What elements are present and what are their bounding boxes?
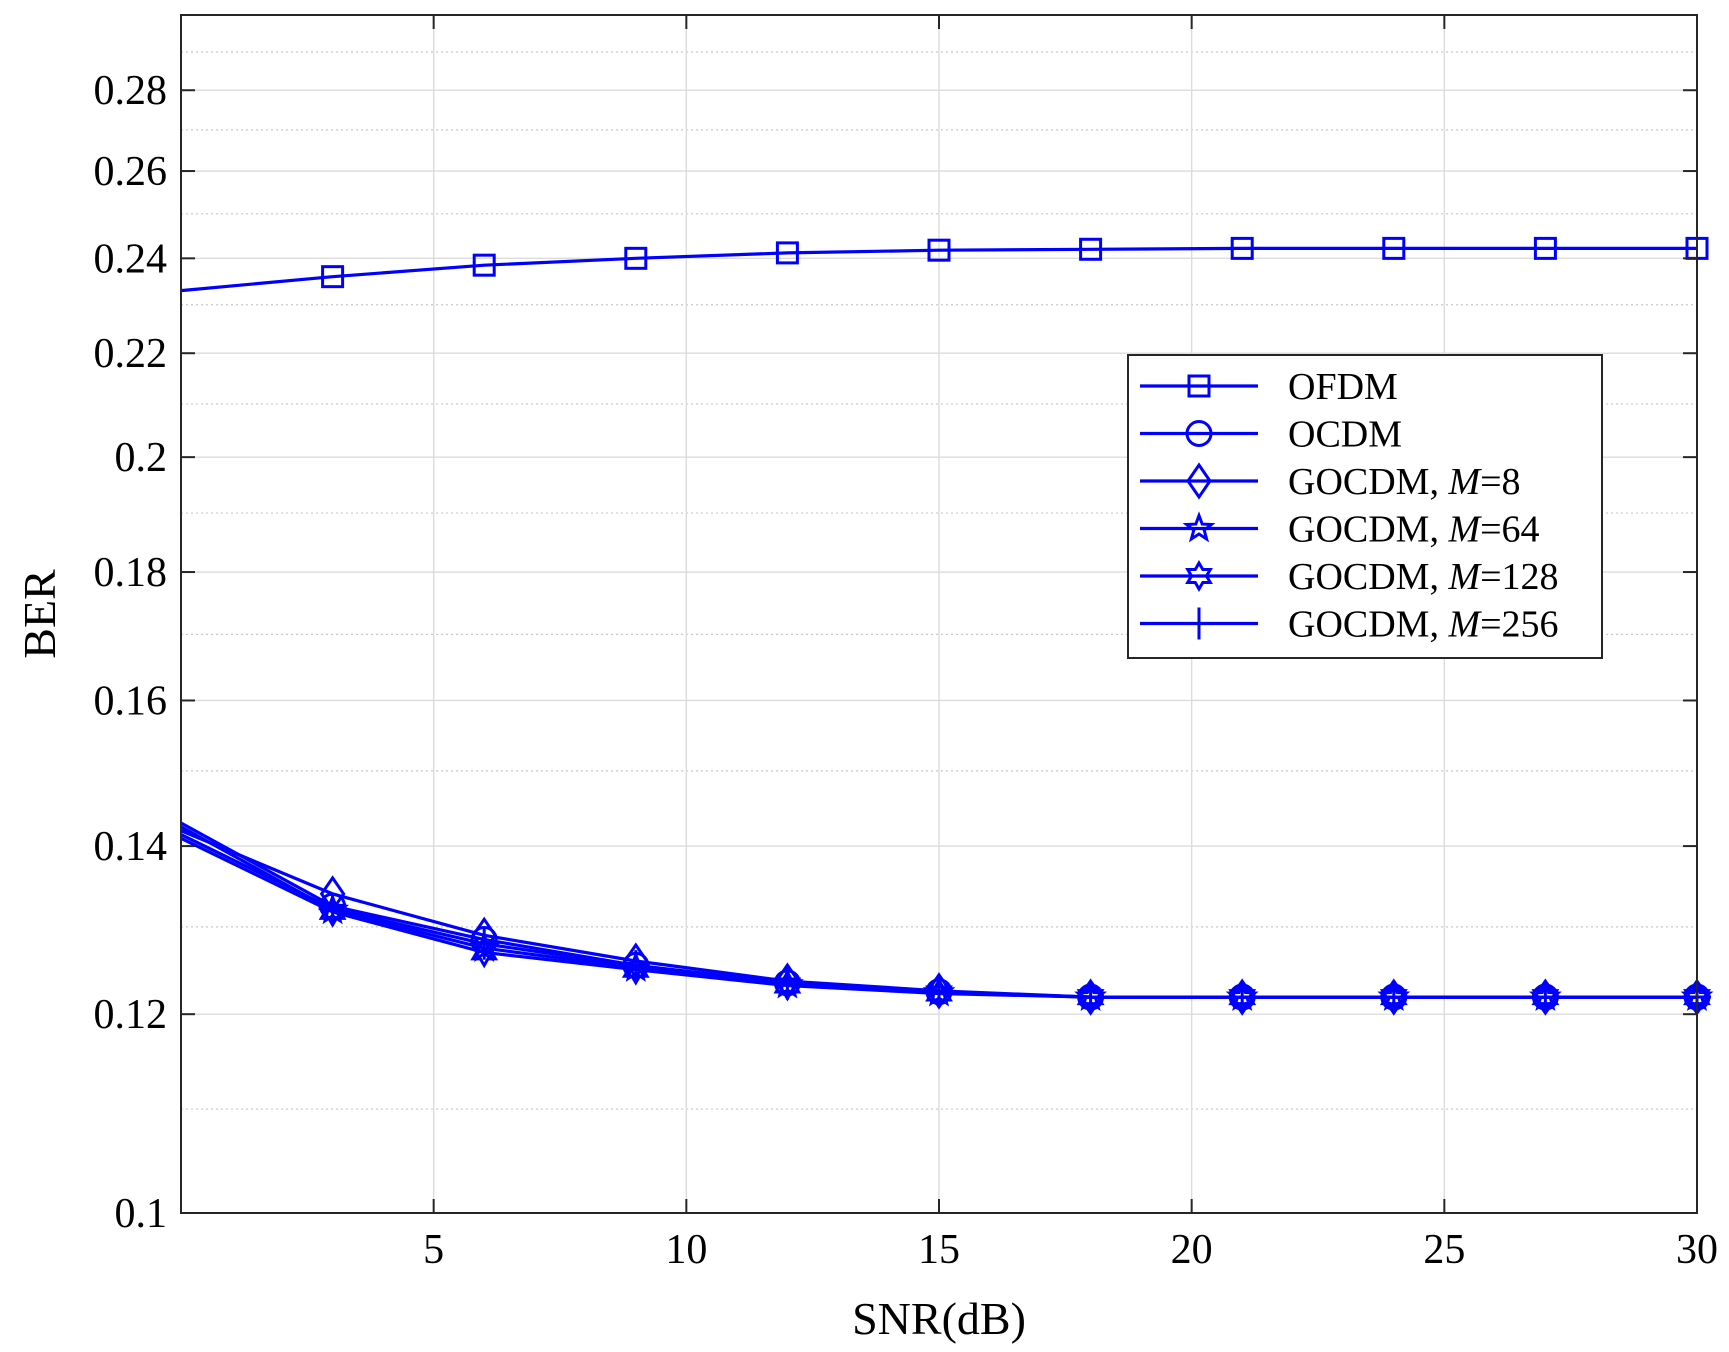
series-line-square — [180, 246, 1697, 293]
x-tick-label: 25 — [1423, 1227, 1465, 1273]
data-point-plus — [470, 927, 499, 960]
data-point-plus — [925, 975, 953, 1008]
legend-marker-square — [1187, 374, 1211, 398]
y-tick-label: 0.14 — [94, 824, 168, 870]
y-tick-label: 0.2 — [115, 435, 168, 481]
y-tick-label: 0.16 — [94, 678, 168, 724]
legend-label-star: GOCDM, M=64 — [1288, 509, 1540, 551]
y-tick-label: 0.12 — [94, 992, 168, 1038]
y-axis-title: BER — [14, 569, 65, 659]
legend-label-diamond: GOCDM, M=8 — [1288, 461, 1521, 503]
data-point-plus — [621, 950, 650, 983]
y-tick-label: 0.24 — [94, 236, 168, 282]
legend-label-hexagram: GOCDM, M=128 — [1288, 556, 1559, 598]
legend-marker-circle — [1185, 420, 1213, 447]
data-point-plus — [773, 967, 802, 1000]
y-tick-label: 0.1 — [115, 1191, 168, 1237]
legend-box — [1127, 354, 1603, 659]
data-point-square — [472, 253, 496, 277]
data-point-plus — [1531, 981, 1560, 1014]
data-point-hexagram — [318, 895, 347, 928]
y-tick-label: 0.22 — [94, 331, 168, 377]
y-tick-label: 0.18 — [94, 550, 168, 596]
data-point-plus — [318, 892, 347, 925]
x-tick-label: 20 — [1171, 1227, 1213, 1273]
data-point-square — [775, 241, 799, 265]
legend-marker-star — [1182, 511, 1216, 543]
legend-label-plus: GOCDM, M=256 — [1288, 604, 1559, 646]
data-point-square — [1382, 236, 1406, 260]
data-point-plus — [1076, 981, 1105, 1014]
x-tick-label: 30 — [1676, 1227, 1718, 1273]
x-tick-label: 15 — [918, 1227, 960, 1273]
legend-marker-diamond — [1186, 462, 1212, 500]
data-point-square — [1079, 237, 1103, 261]
data-point-plus — [1379, 981, 1408, 1014]
x-tick-label: 10 — [665, 1227, 707, 1273]
legend-label-square: OFDM — [1288, 366, 1398, 408]
axis-ticks: 0.1 0.12 0.14 0.16 0.18 0.2 0.22 0.24 0.26 0.28 5 1… — [94, 15, 1718, 1273]
data-point-square — [1230, 236, 1254, 260]
y-tick-label: 0.28 — [94, 68, 168, 114]
data-point-square — [1533, 236, 1557, 260]
x-axis-title: SNR(dB) — [852, 1293, 1026, 1344]
data-point-plus — [1228, 981, 1257, 1014]
data-point-square — [624, 246, 648, 270]
x-tick-label: 5 — [423, 1227, 444, 1273]
data-point-square — [321, 265, 345, 289]
legend-marker-plus — [1185, 607, 1213, 640]
legend: OFDM OCDM GOCDM, M=8 GOCDM, M=64 GOCDM, M=12… — [1127, 354, 1603, 659]
data-point-square — [927, 238, 951, 262]
legend-label-circle: OCDM — [1288, 414, 1402, 456]
y-tick-label: 0.26 — [94, 149, 168, 195]
series-lines — [180, 236, 1714, 1016]
legend-marker-hexagram — [1185, 559, 1213, 593]
